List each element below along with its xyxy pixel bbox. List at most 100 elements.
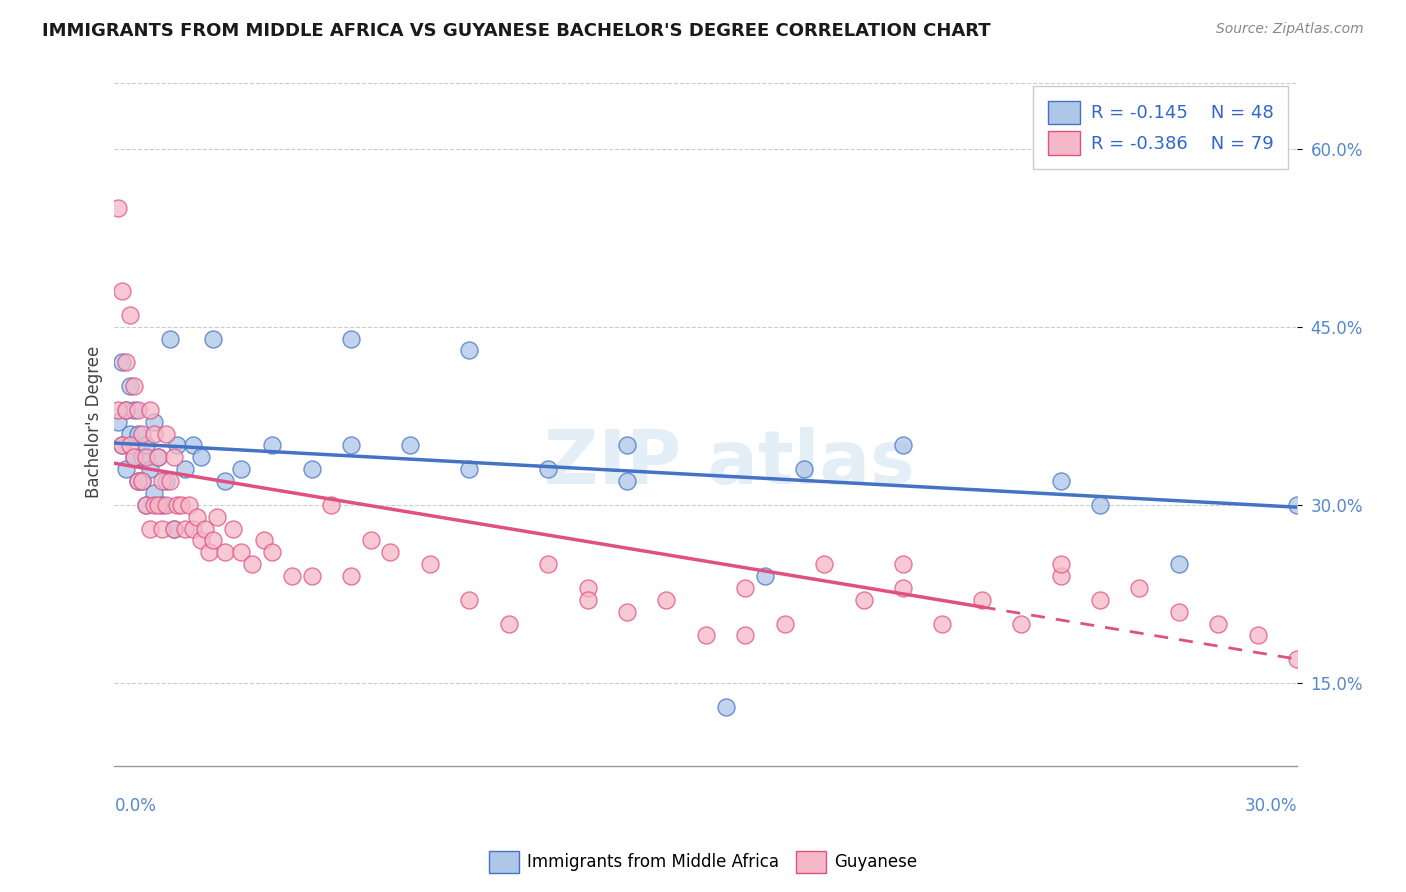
Point [146,450,169,465]
Point [616,474,638,488]
Point [201,533,224,548]
Point [205,509,228,524]
Point [115,462,138,476]
Point [340,569,363,583]
Y-axis label: Bachelor's Degree: Bachelor's Degree [86,345,103,498]
Point [190,533,212,548]
Point [115,402,138,417]
Point [155,474,177,488]
Text: IMMIGRANTS FROM MIDDLE AFRICA VS GUYANESE BACHELOR'S DEGREE CORRELATION CHART: IMMIGRANTS FROM MIDDLE AFRICA VS GUYANES… [42,22,991,40]
Point [174,522,197,536]
Point [616,438,638,452]
Point [891,581,914,595]
Point [262,438,284,452]
Point [1049,557,1071,571]
Point [1049,569,1071,583]
Point [131,450,153,465]
Point [127,402,149,417]
Text: Source: ZipAtlas.com: Source: ZipAtlas.com [1216,22,1364,37]
Point [655,592,678,607]
Point [122,450,145,465]
Point [458,592,481,607]
Text: 30.0%: 30.0% [1244,797,1298,814]
Point [1088,498,1111,512]
Point [695,628,717,642]
Point [242,557,264,571]
Point [229,545,252,559]
Point [127,426,149,441]
Point [1049,474,1071,488]
Point [576,581,599,595]
Point [891,557,914,571]
Point [111,284,134,298]
Legend: Immigrants from Middle Africa, Guyanese: Immigrants from Middle Africa, Guyanese [482,845,924,880]
Point [111,438,134,452]
Point [852,592,875,607]
Point [135,498,157,512]
Point [931,616,953,631]
Point [201,332,224,346]
Point [1286,498,1309,512]
Point [120,426,142,441]
Point [813,557,835,571]
Point [122,402,145,417]
Point [419,557,441,571]
Point [190,450,212,465]
Point [194,522,217,536]
Point [135,438,157,452]
Point [142,415,165,429]
Point [150,498,173,512]
Point [170,498,193,512]
Point [142,486,165,500]
Point [458,343,481,358]
Point [120,379,142,393]
Point [340,332,363,346]
Point [135,498,157,512]
Point [146,450,169,465]
Point [1128,581,1150,595]
Point [131,426,153,441]
Point [139,462,162,476]
Point [1167,557,1189,571]
Point [498,616,520,631]
Point [150,474,173,488]
Point [162,522,184,536]
Point [111,355,134,369]
Point [115,355,138,369]
Point [107,415,129,429]
Point [537,462,560,476]
Point [321,498,343,512]
Point [301,569,323,583]
Point [159,474,181,488]
Point [155,426,177,441]
Point [146,498,169,512]
Point [214,545,236,559]
Point [253,533,276,548]
Point [162,450,184,465]
Point [1286,652,1309,666]
Point [754,569,776,583]
Point [198,545,221,559]
Point [131,474,153,488]
Point [181,438,204,452]
Legend: R = -0.145    N = 48, R = -0.386    N = 79: R = -0.145 N = 48, R = -0.386 N = 79 [1033,87,1288,169]
Point [970,592,993,607]
Point [340,438,363,452]
Point [166,498,188,512]
Point [1088,592,1111,607]
Point [793,462,815,476]
Point [107,402,129,417]
Point [537,557,560,571]
Point [120,438,142,452]
Text: ZIP atlas: ZIP atlas [544,426,915,500]
Point [891,438,914,452]
Point [1247,628,1270,642]
Point [458,462,481,476]
Point [162,522,184,536]
Point [380,545,402,559]
Point [107,201,129,215]
Point [221,522,243,536]
Point [179,498,201,512]
Point [360,533,382,548]
Point [229,462,252,476]
